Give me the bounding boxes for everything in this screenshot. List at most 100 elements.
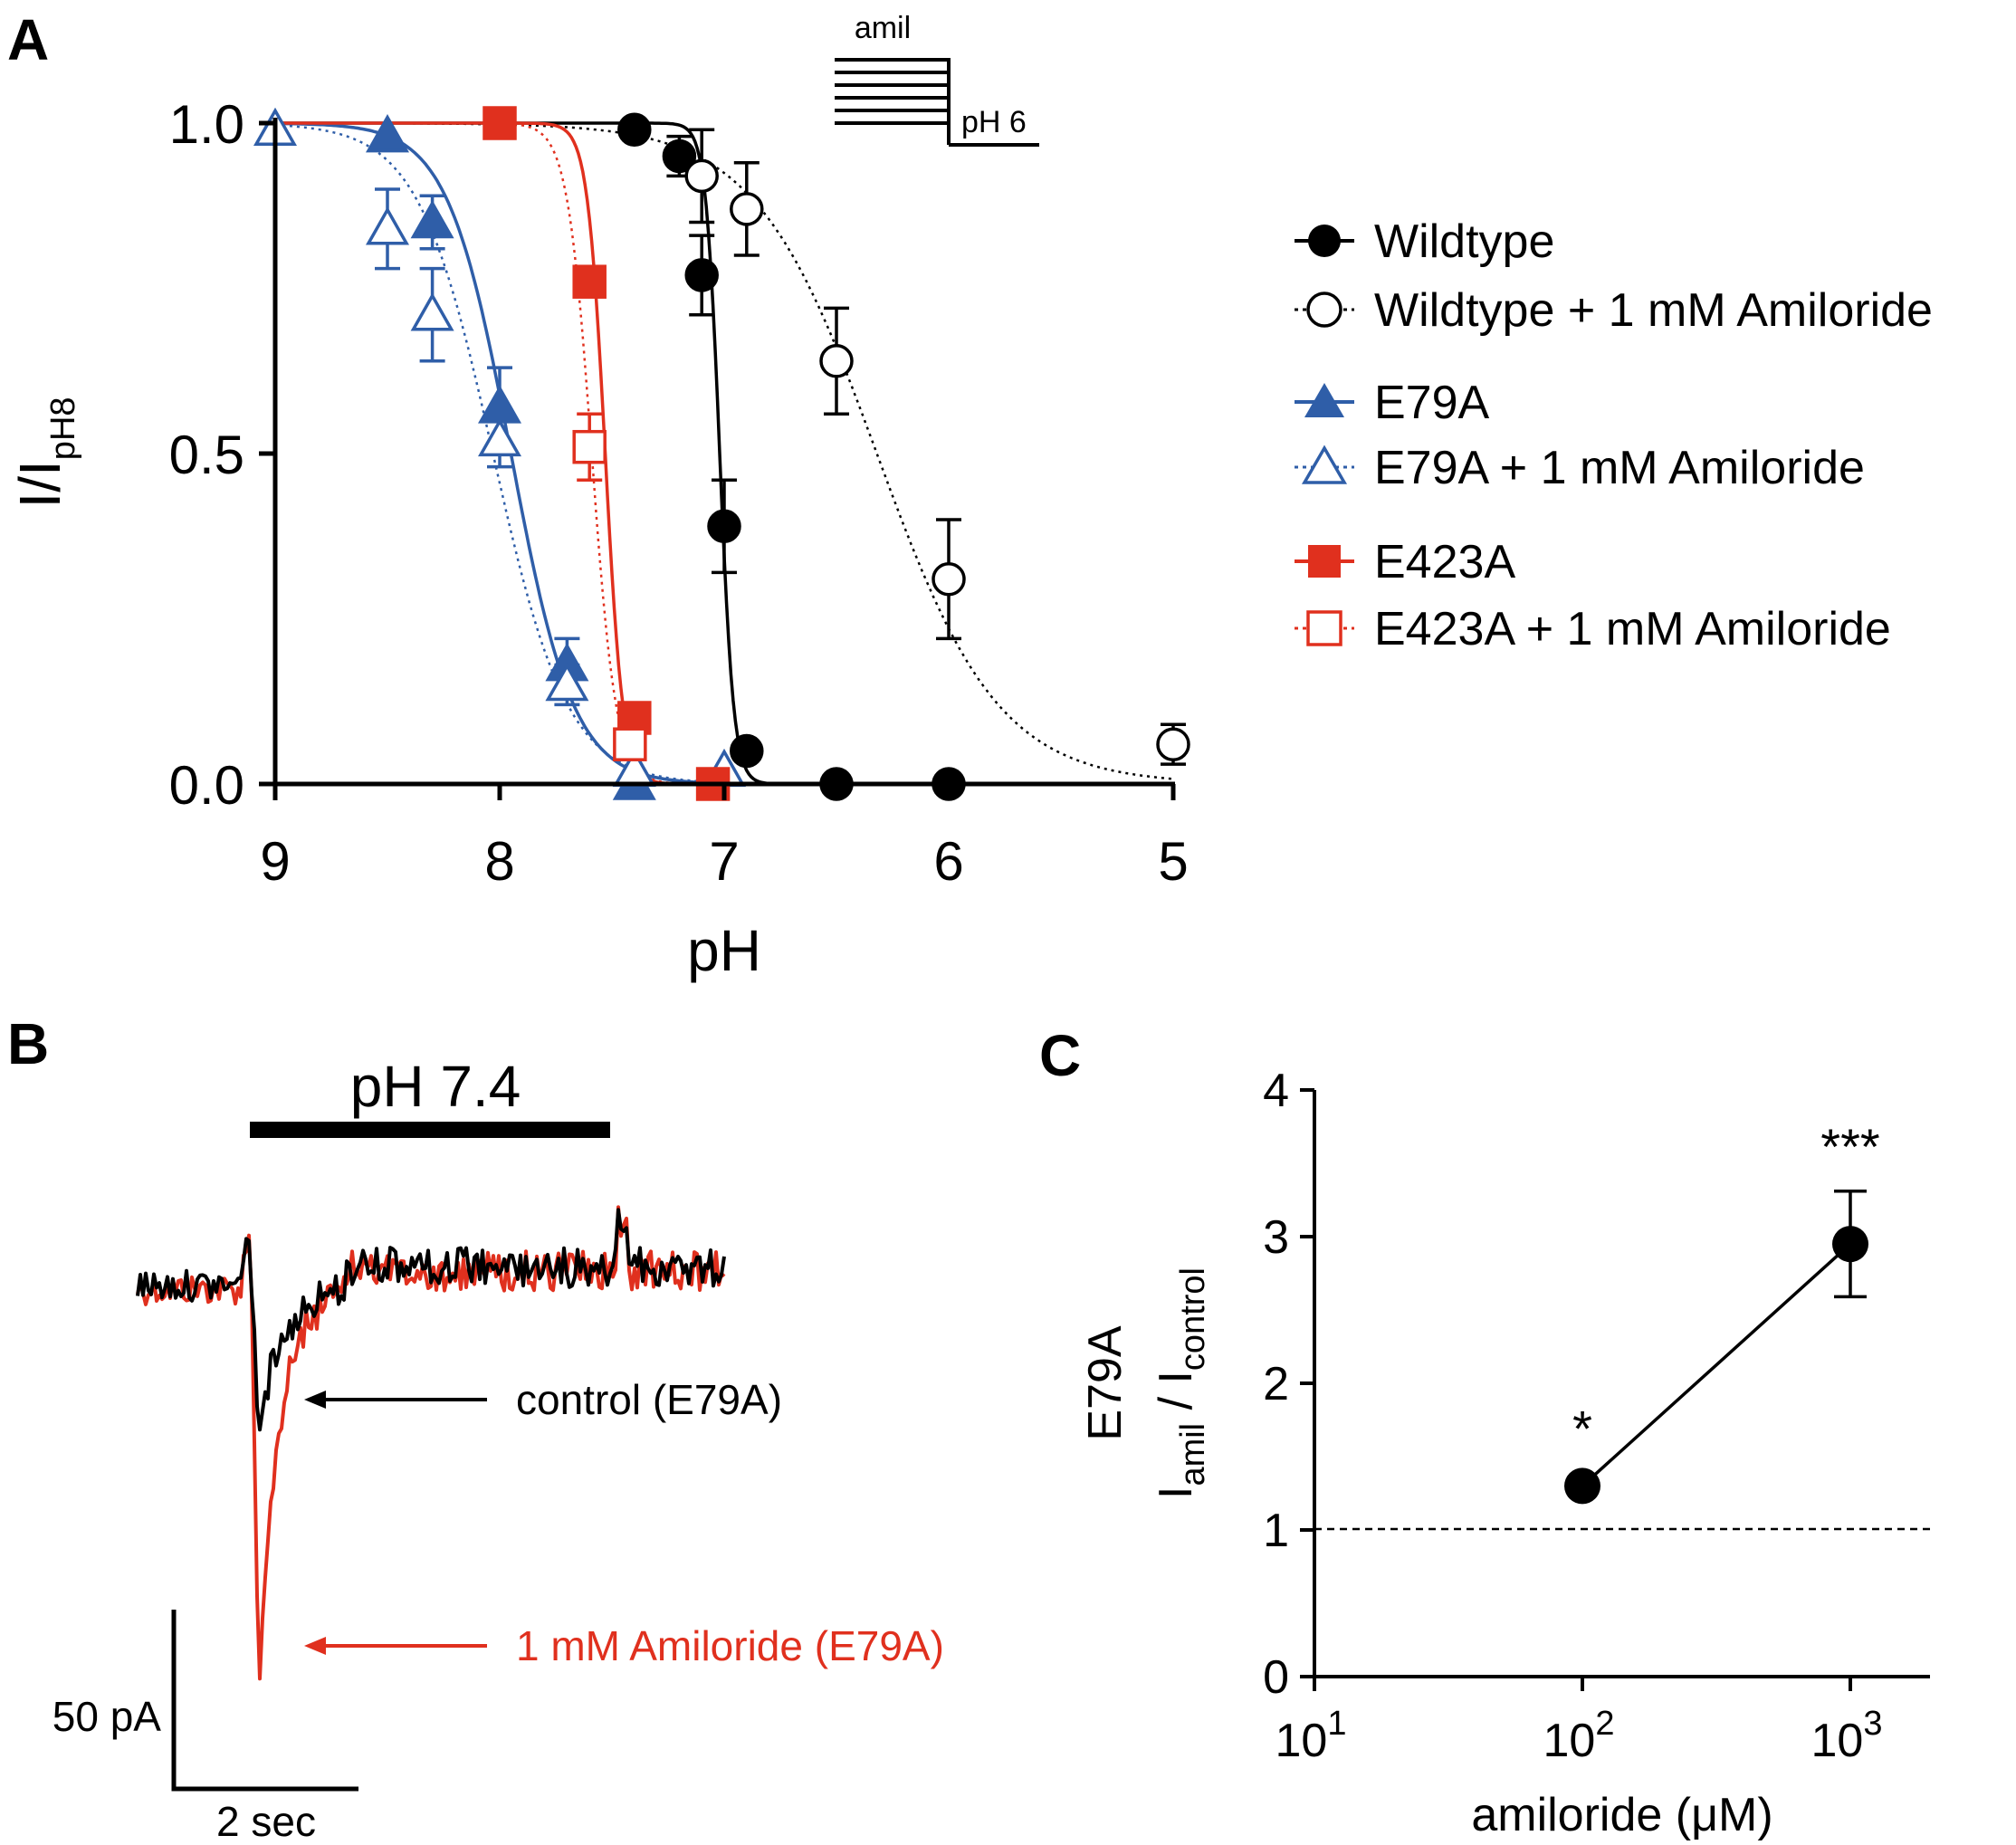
point-wildtype xyxy=(730,733,764,769)
point-e423a-1-mm-amiloride xyxy=(572,429,607,464)
legend-label-e423a-amiloride: E423A + 1 mM Amiloride xyxy=(1374,603,1891,655)
panel-c-y-axis-title-line1: E79A xyxy=(1079,1325,1132,1441)
panel-letter-a: A xyxy=(7,7,49,72)
fit-curve-e423a xyxy=(275,121,1173,786)
c-xtick-label: 102 xyxy=(1543,1705,1615,1767)
c-ytick-label: 3 xyxy=(1263,1211,1289,1264)
panel-c-x-ticks: 101 102 103 xyxy=(1276,1677,1882,1767)
scale-current-label: 50 pA xyxy=(53,1693,162,1740)
point-wildtype xyxy=(617,112,652,148)
legend-item-e423a: E423A xyxy=(1295,536,1515,588)
panel-a-dose-response-chart: 0.0 0.5 1.0 9 8 7 6 5 pH I/IpH8 amil xyxy=(7,11,1933,983)
legend-label-wildtype: Wildtype xyxy=(1374,215,1554,268)
panel-a-data-points xyxy=(253,106,1190,801)
a-xtick-label: 9 xyxy=(260,831,290,892)
amiloride-label: 1 mM Amiloride (E79A) xyxy=(516,1622,944,1669)
c-xtick-label: 101 xyxy=(1276,1705,1347,1767)
panel-b-current-traces: pH 7.4 control (E79A) 1 mM Amiloride (E7… xyxy=(53,1054,944,1845)
legend-item-e79a: E79A xyxy=(1295,377,1490,429)
c-ytick-label: 2 xyxy=(1263,1358,1289,1410)
control-label: control (E79A) xyxy=(516,1376,782,1423)
c-xtick-base: 10 xyxy=(1811,1715,1864,1767)
scale-bar xyxy=(171,1610,358,1792)
fit-curve-wildtype xyxy=(275,121,1173,786)
point-wildtype-1-mm-amiloride xyxy=(684,158,719,194)
scale-time-label: 2 sec xyxy=(216,1798,316,1845)
panel-c-y-axis-title-line2: Iamil / Icontrol xyxy=(1150,1267,1212,1499)
panel-c-point xyxy=(1832,1226,1868,1263)
point-e79a-1-mm-amiloride xyxy=(410,292,454,331)
a-ytick-label: 0.5 xyxy=(169,425,244,485)
legend-label-e79a-amiloride: E79A + 1 mM Amiloride xyxy=(1374,442,1865,494)
legend-marker-e79a-amiloride xyxy=(1301,445,1348,484)
a-xtick-label: 8 xyxy=(484,831,514,892)
a-xtick-label: 5 xyxy=(1158,831,1188,892)
a-ylabel-main: I/I xyxy=(7,460,72,508)
a-ylabel-sub: pH8 xyxy=(44,397,82,460)
inset-amil-label: amil xyxy=(855,11,911,45)
point-wildtype xyxy=(662,139,697,174)
panel-a-x-axis-title: pH xyxy=(687,918,761,983)
legend-marker-e423a-amiloride xyxy=(1306,610,1342,646)
inset-ph6-label: pH 6 xyxy=(961,105,1027,139)
panel-c-x-axis-title: amiloride (μM) xyxy=(1471,1789,1772,1841)
point-wildtype-1-mm-amiloride xyxy=(730,192,764,226)
point-wildtype-1-mm-amiloride xyxy=(1156,727,1190,761)
significance-marker: * xyxy=(1572,1400,1592,1457)
fit-curve-e423a-1-mm-amiloride xyxy=(275,121,1173,786)
panel-c-amiloride-ratio-chart: **** 0 1 2 3 4 101 102 103 amiloride (μM… xyxy=(1079,1065,1930,1841)
point-e79a-1-mm-amiloride xyxy=(545,662,589,702)
a-ytick-label: 0.0 xyxy=(169,755,244,816)
legend-label-e423a: E423A xyxy=(1374,536,1515,588)
legend-item-e423a-amiloride: E423A + 1 mM Amiloride xyxy=(1295,603,1891,655)
point-e79a xyxy=(410,199,454,239)
significance-marker: *** xyxy=(1820,1118,1879,1175)
point-wildtype xyxy=(707,509,741,544)
point-e79a-1-mm-amiloride xyxy=(477,417,522,457)
amiloride-arrow-head xyxy=(304,1637,326,1655)
panel-c-point xyxy=(1564,1467,1600,1505)
fit-curve-e79a xyxy=(275,121,1173,786)
panel-c-data: **** xyxy=(1564,1118,1880,1505)
c-ylabel-mid: / I xyxy=(1150,1371,1202,1423)
point-e423a-1-mm-amiloride xyxy=(613,727,647,761)
panel-a-y-axis-title: I/IpH8 xyxy=(7,397,82,508)
a-xtick-label: 7 xyxy=(709,831,739,892)
c-ylabel-sub-b: control xyxy=(1174,1267,1212,1371)
a-xtick-label: 6 xyxy=(933,831,963,892)
protocol-inset: amil pH 6 xyxy=(835,11,1039,147)
panel-c-line xyxy=(1581,1242,1852,1487)
trace-control xyxy=(136,1208,726,1432)
c-xtick-exponent: 3 xyxy=(1863,1705,1882,1743)
c-xtick-exponent: 1 xyxy=(1327,1705,1346,1743)
panel-c-y-ticks: 0 1 2 3 4 xyxy=(1263,1065,1314,1704)
panel-a-fit-curves xyxy=(274,121,1174,786)
fit-curve-wildtype-1-mm-amiloride xyxy=(275,121,1174,780)
legend-marker-e79a xyxy=(1304,383,1344,417)
point-e79a xyxy=(365,114,410,153)
point-wildtype-1-mm-amiloride xyxy=(819,344,854,378)
point-wildtype-1-mm-amiloride xyxy=(932,561,966,597)
point-e79a xyxy=(477,385,522,424)
point-e423a xyxy=(483,106,517,140)
trace-amiloride xyxy=(136,1205,726,1681)
c-ylabel-main-a: I xyxy=(1150,1487,1202,1499)
legend-item-wildtype-amiloride: Wildtype + 1 mM Amiloride xyxy=(1295,284,1933,337)
fit-curve-e79a-1-mm-amiloride xyxy=(274,123,1173,786)
legend-marker-wildtype-amiloride xyxy=(1306,292,1342,328)
legend-label-e79a: E79A xyxy=(1374,377,1490,429)
point-e423a xyxy=(572,264,607,299)
panel-a-x-ticks: 9 8 7 6 5 xyxy=(260,784,1189,892)
c-ytick-label: 1 xyxy=(1263,1505,1289,1557)
legend-marker-e423a xyxy=(1308,545,1341,578)
c-xtick-exponent: 2 xyxy=(1595,1705,1614,1743)
c-xtick-base: 10 xyxy=(1543,1715,1596,1767)
stimulus-label: pH 7.4 xyxy=(350,1054,521,1119)
legend-item-e79a-amiloride: E79A + 1 mM Amiloride xyxy=(1295,442,1865,494)
legend-label-wildtype-amiloride: Wildtype + 1 mM Amiloride xyxy=(1374,284,1933,337)
legend-item-wildtype: Wildtype xyxy=(1295,215,1554,268)
panel-a-y-ticks: 0.0 0.5 1.0 xyxy=(169,94,275,816)
legend-marker-wildtype xyxy=(1308,225,1341,257)
c-ytick-label: 4 xyxy=(1263,1065,1289,1117)
